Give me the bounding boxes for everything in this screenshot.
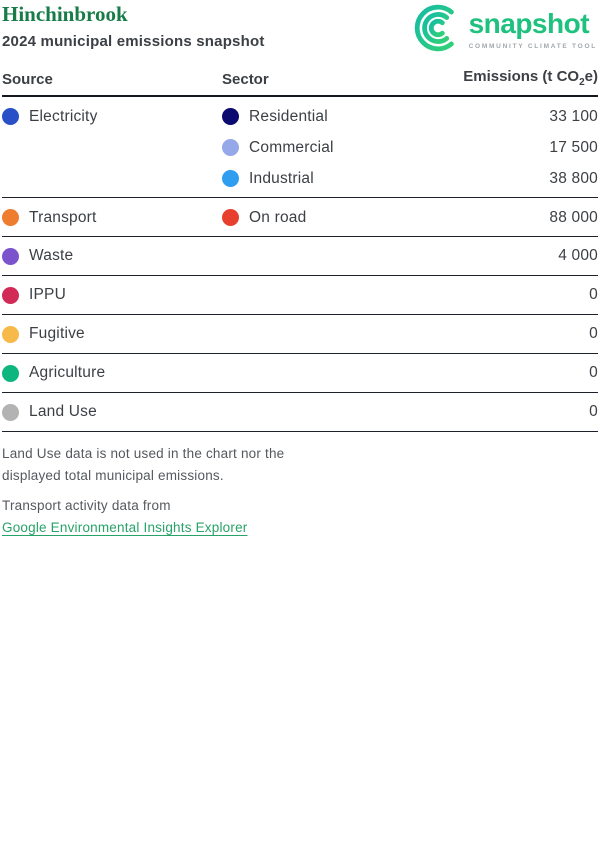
logo-text: snapshot COMMUNITY CLIMATE TOOL xyxy=(468,8,597,50)
emissions-value: 0 xyxy=(589,325,598,342)
municipality-title: Hinchinbrook xyxy=(2,2,128,26)
title-block: Hinchinbrook 2024 municipal emissions sn… xyxy=(2,2,265,51)
emissions-value: 88 000 xyxy=(549,208,598,226)
sector-label: Industrial xyxy=(249,169,314,187)
table-row-waste: Waste 4 000 xyxy=(2,237,598,276)
source-cell: Electricity xyxy=(2,101,222,194)
source-dot-fugitive xyxy=(2,325,19,343)
source-cell: Waste xyxy=(2,247,222,265)
emissions-value: 0 xyxy=(589,403,598,420)
emissions-header-prefix: Emissions (t CO xyxy=(463,68,580,85)
source-cell: Transport xyxy=(2,202,222,233)
emissions-value: 17 500 xyxy=(549,138,598,156)
google-eie-link[interactable]: Google Environmental Insights Explorer xyxy=(2,520,248,535)
sector-name: Residential xyxy=(222,108,549,126)
source-label: Waste xyxy=(29,247,74,264)
table-row-transport: Transport On road 88 000 xyxy=(2,198,598,237)
source-cell: Fugitive xyxy=(2,325,222,343)
source-dot-land-use xyxy=(2,403,19,421)
logo-tagline: COMMUNITY CLIMATE TOOL xyxy=(468,42,597,50)
source-cell: IPPU xyxy=(2,286,222,304)
emissions-value: 33 100 xyxy=(549,107,598,125)
snapshot-logo: snapshot COMMUNITY CLIMATE TOOL xyxy=(413,3,598,53)
column-header-source: Source xyxy=(2,71,53,88)
sector-label: Residential xyxy=(249,107,328,125)
source-label: Transport xyxy=(29,209,97,226)
snapshot-logo-icon xyxy=(414,4,454,52)
source-label: Land Use xyxy=(29,403,97,420)
table-row-fugitive: Fugitive 0 xyxy=(2,315,598,354)
column-header-sector: Sector xyxy=(222,71,269,88)
footnotes: Land Use data is not used in the chart n… xyxy=(2,443,598,539)
source-cell: Agriculture xyxy=(2,364,222,382)
source-dot-transport xyxy=(2,209,19,226)
land-use-footnote: Land Use data is not used in the chart n… xyxy=(2,446,285,483)
sector-name: On road xyxy=(222,209,549,227)
emissions-value: 0 xyxy=(589,286,598,303)
source-cell: Land Use xyxy=(2,403,222,421)
page-subtitle: 2024 municipal emissions snapshot xyxy=(2,33,265,51)
sector-row-commercial: Commercial 17 500 xyxy=(222,132,598,163)
sector-column: On road 88 000 xyxy=(222,202,598,233)
table-row-agriculture: Agriculture 0 xyxy=(2,354,598,393)
sector-column: Residential 33 100 Commercial 17 500 Ind… xyxy=(222,101,598,194)
emissions-table: Source Sector Emissions (t CO2e) Electri… xyxy=(2,67,598,432)
emissions-value: 38 800 xyxy=(549,169,598,187)
source-label: Agriculture xyxy=(29,364,106,381)
emissions-header-suffix: e) xyxy=(584,68,598,85)
emissions-value: 0 xyxy=(589,364,598,381)
sector-name: Commercial xyxy=(222,139,549,157)
table-header-row: Source Sector Emissions (t CO2e) xyxy=(2,67,598,97)
sector-dot-industrial xyxy=(222,170,239,187)
sector-label: Commercial xyxy=(249,138,334,156)
sector-dot-on-road xyxy=(222,209,239,226)
sector-name: Industrial xyxy=(222,170,549,188)
source-label: Fugitive xyxy=(29,325,85,342)
source-label: Electricity xyxy=(29,108,98,125)
emissions-header-sub: 2 xyxy=(579,77,585,88)
source-dot-ippu xyxy=(2,286,19,304)
sector-row-industrial: Industrial 38 800 xyxy=(222,163,598,194)
sector-dot-commercial xyxy=(222,139,239,156)
emissions-value: 4 000 xyxy=(558,247,598,264)
logo-wordmark: snapshot xyxy=(468,8,590,39)
sector-row-on-road: On road 88 000 xyxy=(222,202,598,233)
transport-footnote-text: Transport activity data from xyxy=(2,498,171,513)
table-row-electricity: Electricity Residential 33 100 Commercia… xyxy=(2,97,598,198)
source-label: IPPU xyxy=(29,286,66,303)
column-header-emissions: Emissions (t CO2e) xyxy=(463,68,598,88)
source-dot-agriculture xyxy=(2,364,19,382)
sector-dot-residential xyxy=(222,108,239,125)
table-row-land-use: Land Use 0 xyxy=(2,393,598,432)
transport-footnote: Transport activity data from Google Envi… xyxy=(2,495,598,539)
table-row-ippu: IPPU 0 xyxy=(2,276,598,315)
source-dot-electricity xyxy=(2,108,19,125)
sector-row-residential: Residential 33 100 xyxy=(222,101,598,132)
source-dot-waste xyxy=(2,247,19,265)
sector-label: On road xyxy=(249,208,307,226)
header: Hinchinbrook 2024 municipal emissions sn… xyxy=(2,2,598,53)
